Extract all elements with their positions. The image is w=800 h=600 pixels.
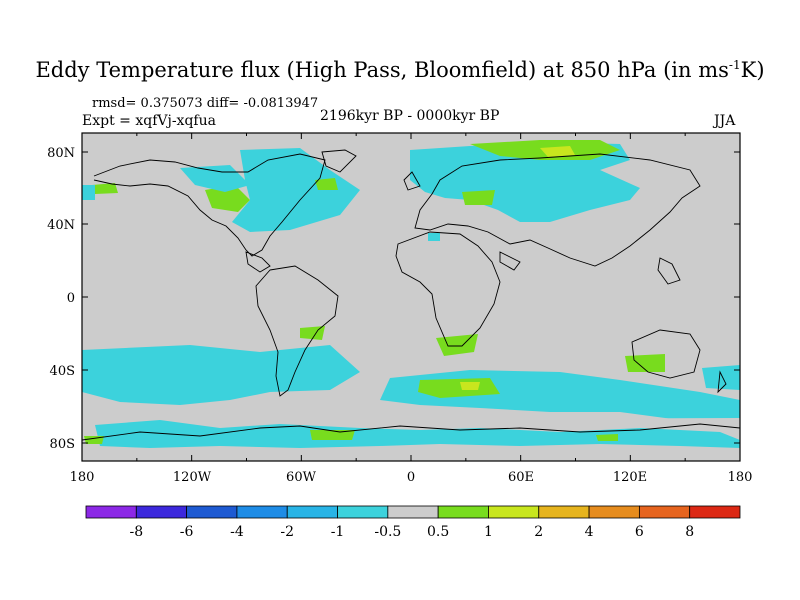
- period-label: 2196kyr BP - 0000kyr BP: [320, 108, 500, 124]
- lat-tick-label: 40N: [47, 218, 75, 233]
- anomaly-europe: [462, 190, 495, 205]
- colorbar-label: 6: [635, 524, 644, 540]
- colorbar-swatch: [186, 505, 238, 519]
- anomaly-north-america: [232, 148, 360, 232]
- coast-british-isles: [403, 171, 421, 191]
- colorbar-label: 4: [585, 524, 594, 540]
- colorbar-swatch: [236, 505, 288, 519]
- coast-australia: [631, 329, 701, 379]
- anomaly-new-zealand: [702, 365, 740, 390]
- colorbar-label: 2: [534, 524, 543, 540]
- coast-eurasia: [414, 153, 701, 267]
- anomaly-eurasia: [410, 142, 640, 222]
- map-title: Eddy Temperature flux (High Pass, Bloomf…: [35, 58, 765, 82]
- colorbar-label: 1: [484, 524, 493, 540]
- coastlines: [82, 149, 740, 441]
- lon-tick-label: 120W: [173, 470, 212, 485]
- colorbar-swatch: [588, 505, 640, 519]
- anomaly-weddell: [310, 430, 355, 440]
- coast-central-america: [245, 251, 271, 273]
- colorbar-label: -0.5: [374, 524, 401, 540]
- colorbar-swatch: [437, 505, 489, 519]
- colorbar-swatch: [337, 505, 389, 519]
- lon-tick-label: 180: [728, 470, 753, 485]
- coast-arabia: [499, 251, 521, 271]
- anomaly-antarctic: [95, 420, 740, 448]
- anomaly-south-pacific: [82, 345, 360, 405]
- colorbar-label: -4: [230, 524, 244, 540]
- colorbar-labels: -8 -6 -4 -2 -1 -0.5 0.5 1 2 4 6 8: [129, 524, 694, 540]
- lat-tick-label: 40S: [50, 364, 75, 379]
- colorbar-label: -8: [129, 524, 143, 540]
- anomaly-east-antarctic: [596, 434, 618, 441]
- anomaly-siberia-core: [540, 146, 575, 157]
- anomaly-alaska: [82, 185, 95, 200]
- colorbar: [85, 505, 741, 519]
- colorbar-swatch: [488, 505, 540, 519]
- lon-tick-label: 180: [70, 470, 95, 485]
- colorbar-label: 8: [685, 524, 694, 540]
- lon-tick-label: 120E: [613, 470, 647, 485]
- coast-greenland: [321, 149, 357, 173]
- coast-south-america: [255, 265, 339, 397]
- coast-new-zealand: [717, 370, 727, 394]
- colorbar-swatch: [689, 505, 741, 519]
- anomaly-southern-ocean-core: [460, 382, 480, 390]
- anomaly-south-africa: [436, 334, 478, 356]
- lat-tick-label: 0: [67, 291, 75, 306]
- colorbar-swatch: [286, 505, 338, 519]
- stats-label: rmsd= 0.375073 diff= -0.0813947: [92, 96, 319, 111]
- colorbar-label: 0.5: [427, 524, 449, 540]
- lon-tick-label: 0: [407, 470, 415, 485]
- anomaly-labrador: [315, 178, 338, 190]
- colorbar-swatch: [85, 505, 137, 519]
- lon-tick-label: 60E: [508, 470, 534, 485]
- coast-southeast-asia: [657, 257, 681, 285]
- anomaly-bering: [92, 183, 118, 194]
- coast-north-america: [93, 153, 326, 257]
- colorbar-swatch: [135, 505, 188, 519]
- colorbar-swatch: [638, 505, 691, 519]
- lon-tick-label: 60W: [286, 470, 317, 485]
- tick-marks: [81, 133, 741, 461]
- anomaly-mediterranean: [428, 233, 440, 241]
- colorbar-label: -2: [280, 524, 294, 540]
- colorbar-swatch: [538, 505, 590, 519]
- lat-tick-label: 80S: [50, 437, 75, 452]
- colorbar-swatch: [387, 505, 439, 519]
- lat-tick-label: 80N: [47, 146, 75, 161]
- experiment-label: Expt = xqfVj-xqfua: [82, 113, 216, 129]
- anomaly-great-lakes: [205, 185, 250, 212]
- coast-antarctica: [82, 423, 740, 441]
- colorbar-label: -1: [331, 524, 345, 540]
- coast-africa: [395, 231, 501, 347]
- anomaly-australia: [625, 354, 665, 372]
- colorbar-label: -6: [180, 524, 194, 540]
- season-label: JJA: [714, 113, 736, 129]
